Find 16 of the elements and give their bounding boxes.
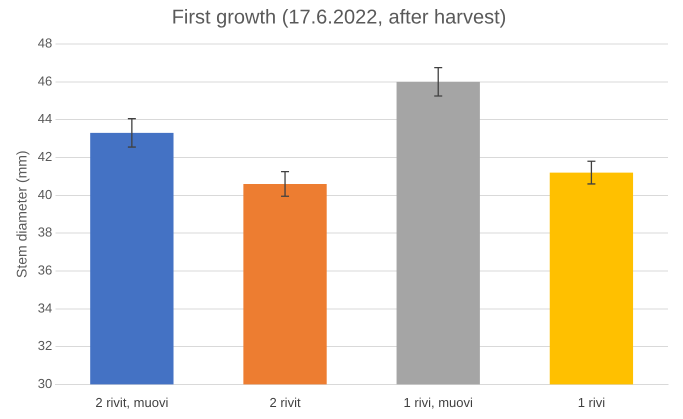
y-tick-label: 40 — [38, 186, 52, 202]
x-tick-label: 1 rivi, muovi — [404, 394, 474, 410]
y-tick-label: 48 — [38, 36, 52, 51]
y-tick-label: 34 — [38, 300, 52, 316]
y-tick-label: 30 — [38, 376, 52, 391]
y-tick-label: 36 — [38, 262, 52, 278]
y-tick-label: 42 — [38, 149, 52, 164]
y-tick-label: 32 — [38, 338, 52, 354]
y-tick-label: 46 — [38, 73, 52, 88]
y-axis-title: Stem diameter (mm) — [13, 150, 30, 278]
y-tick-label: 44 — [38, 111, 52, 126]
y-tick-label: 38 — [38, 224, 52, 240]
chart-title: First growth (17.6.2022, after harvest) — [172, 6, 506, 29]
x-tick-label: 2 rivit — [270, 394, 301, 410]
x-tick-label: 2 rivit, muovi — [95, 394, 168, 410]
x-tick-label: 1 rivi — [578, 394, 606, 410]
